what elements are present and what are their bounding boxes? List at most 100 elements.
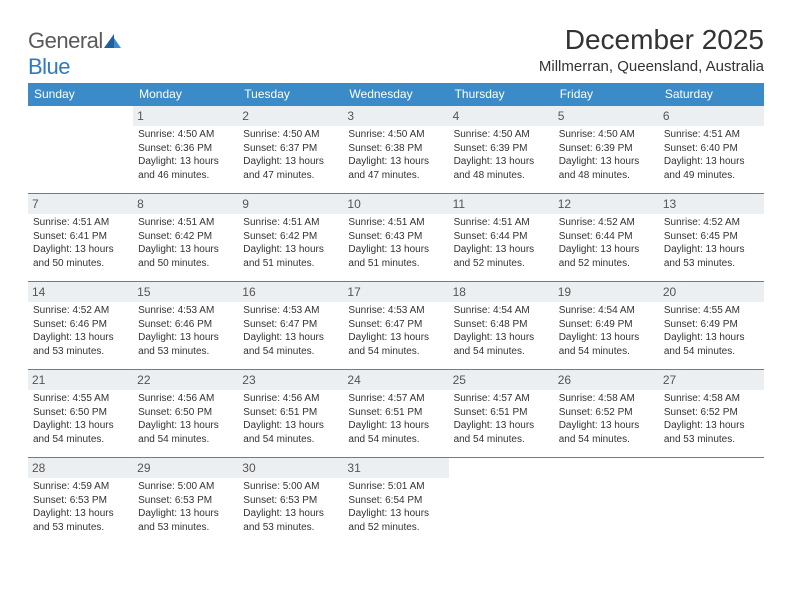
day-number: 29: [133, 458, 238, 478]
day-details: Sunrise: 4:58 AMSunset: 6:52 PMDaylight:…: [663, 392, 760, 446]
sunrise-text: Sunrise: 4:58 AM: [559, 392, 654, 406]
sunset-text: Sunset: 6:42 PM: [138, 230, 233, 244]
sunrise-text: Sunrise: 4:51 AM: [454, 216, 549, 230]
sunrise-text: Sunrise: 4:50 AM: [348, 128, 443, 142]
sunset-text: Sunset: 6:46 PM: [33, 318, 128, 332]
day-details: Sunrise: 4:51 AMSunset: 6:44 PMDaylight:…: [453, 216, 550, 270]
day-cell: 27Sunrise: 4:58 AMSunset: 6:52 PMDayligh…: [659, 370, 764, 458]
day-cell: 29Sunrise: 5:00 AMSunset: 6:53 PMDayligh…: [133, 458, 238, 546]
sunset-text: Sunset: 6:45 PM: [664, 230, 759, 244]
daylight-text: Daylight: 13 hours and 53 minutes.: [664, 419, 759, 446]
day-cell: [28, 106, 133, 194]
day-details: Sunrise: 4:56 AMSunset: 6:50 PMDaylight:…: [137, 392, 234, 446]
day-cell: 24Sunrise: 4:57 AMSunset: 6:51 PMDayligh…: [343, 370, 448, 458]
daylight-text: Daylight: 13 hours and 47 minutes.: [348, 155, 443, 182]
calendar-page: General Blue December 2025 Millmerran, Q…: [0, 0, 792, 566]
day-number: 4: [449, 106, 554, 126]
sunrise-text: Sunrise: 4:51 AM: [348, 216, 443, 230]
sunset-text: Sunset: 6:51 PM: [348, 406, 443, 420]
sunrise-text: Sunrise: 4:57 AM: [454, 392, 549, 406]
day-number: 28: [28, 458, 133, 478]
daylight-text: Daylight: 13 hours and 53 minutes.: [664, 243, 759, 270]
day-header: Saturday: [659, 83, 764, 106]
title-block: December 2025 Millmerran, Queensland, Au…: [539, 24, 764, 81]
sunset-text: Sunset: 6:38 PM: [348, 142, 443, 156]
sunrise-text: Sunrise: 5:00 AM: [138, 480, 233, 494]
sunset-text: Sunset: 6:49 PM: [664, 318, 759, 332]
day-number: 6: [659, 106, 764, 126]
day-number: 13: [659, 194, 764, 214]
sunset-text: Sunset: 6:52 PM: [664, 406, 759, 420]
daylight-text: Daylight: 13 hours and 54 minutes.: [138, 419, 233, 446]
day-details: Sunrise: 5:00 AMSunset: 6:53 PMDaylight:…: [137, 480, 234, 534]
day-cell: 28Sunrise: 4:59 AMSunset: 6:53 PMDayligh…: [28, 458, 133, 546]
sunset-text: Sunset: 6:53 PM: [33, 494, 128, 508]
day-number: 25: [449, 370, 554, 390]
day-number: 27: [659, 370, 764, 390]
sunset-text: Sunset: 6:46 PM: [138, 318, 233, 332]
week-row: 21Sunrise: 4:55 AMSunset: 6:50 PMDayligh…: [28, 370, 764, 458]
day-cell: 7Sunrise: 4:51 AMSunset: 6:41 PMDaylight…: [28, 194, 133, 282]
logo: General Blue: [28, 24, 122, 80]
sunset-text: Sunset: 6:49 PM: [559, 318, 654, 332]
sunset-text: Sunset: 6:50 PM: [138, 406, 233, 420]
day-number: 7: [28, 194, 133, 214]
day-number: 19: [554, 282, 659, 302]
day-cell: 1Sunrise: 4:50 AMSunset: 6:36 PMDaylight…: [133, 106, 238, 194]
day-details: Sunrise: 4:54 AMSunset: 6:48 PMDaylight:…: [453, 304, 550, 358]
day-cell: 4Sunrise: 4:50 AMSunset: 6:39 PMDaylight…: [449, 106, 554, 194]
day-details: Sunrise: 4:51 AMSunset: 6:40 PMDaylight:…: [663, 128, 760, 182]
daylight-text: Daylight: 13 hours and 50 minutes.: [138, 243, 233, 270]
daylight-text: Daylight: 13 hours and 54 minutes.: [348, 331, 443, 358]
sunrise-text: Sunrise: 4:54 AM: [559, 304, 654, 318]
sunset-text: Sunset: 6:39 PM: [454, 142, 549, 156]
week-row: 28Sunrise: 4:59 AMSunset: 6:53 PMDayligh…: [28, 458, 764, 546]
sunrise-text: Sunrise: 4:58 AM: [664, 392, 759, 406]
sunset-text: Sunset: 6:47 PM: [348, 318, 443, 332]
sunrise-text: Sunrise: 4:51 AM: [33, 216, 128, 230]
day-details: Sunrise: 4:57 AMSunset: 6:51 PMDaylight:…: [453, 392, 550, 446]
day-details: Sunrise: 4:55 AMSunset: 6:50 PMDaylight:…: [32, 392, 129, 446]
day-details: Sunrise: 4:52 AMSunset: 6:45 PMDaylight:…: [663, 216, 760, 270]
day-number: 12: [554, 194, 659, 214]
day-details: Sunrise: 4:52 AMSunset: 6:44 PMDaylight:…: [558, 216, 655, 270]
day-cell: 10Sunrise: 4:51 AMSunset: 6:43 PMDayligh…: [343, 194, 448, 282]
sunrise-text: Sunrise: 4:56 AM: [138, 392, 233, 406]
daylight-text: Daylight: 13 hours and 53 minutes.: [138, 507, 233, 534]
sunrise-text: Sunrise: 4:53 AM: [348, 304, 443, 318]
header: General Blue December 2025 Millmerran, Q…: [28, 24, 764, 81]
daylight-text: Daylight: 13 hours and 49 minutes.: [664, 155, 759, 182]
sunset-text: Sunset: 6:53 PM: [138, 494, 233, 508]
logo-text: General Blue: [28, 28, 122, 80]
day-cell: 18Sunrise: 4:54 AMSunset: 6:48 PMDayligh…: [449, 282, 554, 370]
day-cell: 30Sunrise: 5:00 AMSunset: 6:53 PMDayligh…: [238, 458, 343, 546]
daylight-text: Daylight: 13 hours and 52 minutes.: [454, 243, 549, 270]
daylight-text: Daylight: 13 hours and 51 minutes.: [243, 243, 338, 270]
logo-sail-icon: [104, 34, 122, 53]
sunrise-text: Sunrise: 4:57 AM: [348, 392, 443, 406]
day-details: Sunrise: 5:00 AMSunset: 6:53 PMDaylight:…: [242, 480, 339, 534]
sunset-text: Sunset: 6:44 PM: [454, 230, 549, 244]
day-cell: 23Sunrise: 4:56 AMSunset: 6:51 PMDayligh…: [238, 370, 343, 458]
day-details: Sunrise: 4:50 AMSunset: 6:36 PMDaylight:…: [137, 128, 234, 182]
day-number: 3: [343, 106, 448, 126]
day-details: Sunrise: 4:59 AMSunset: 6:53 PMDaylight:…: [32, 480, 129, 534]
sunset-text: Sunset: 6:53 PM: [243, 494, 338, 508]
daylight-text: Daylight: 13 hours and 54 minutes.: [454, 331, 549, 358]
sunrise-text: Sunrise: 4:50 AM: [243, 128, 338, 142]
sunset-text: Sunset: 6:52 PM: [559, 406, 654, 420]
daylight-text: Daylight: 13 hours and 54 minutes.: [559, 331, 654, 358]
sunset-text: Sunset: 6:43 PM: [348, 230, 443, 244]
sunset-text: Sunset: 6:47 PM: [243, 318, 338, 332]
day-cell: 2Sunrise: 4:50 AMSunset: 6:37 PMDaylight…: [238, 106, 343, 194]
daylight-text: Daylight: 13 hours and 54 minutes.: [559, 419, 654, 446]
daylight-text: Daylight: 13 hours and 50 minutes.: [33, 243, 128, 270]
day-details: Sunrise: 4:50 AMSunset: 6:37 PMDaylight:…: [242, 128, 339, 182]
day-number: 15: [133, 282, 238, 302]
day-number: 24: [343, 370, 448, 390]
day-details: Sunrise: 4:57 AMSunset: 6:51 PMDaylight:…: [347, 392, 444, 446]
daylight-text: Daylight: 13 hours and 53 minutes.: [33, 331, 128, 358]
calendar-table: Sunday Monday Tuesday Wednesday Thursday…: [28, 83, 764, 546]
day-header: Tuesday: [238, 83, 343, 106]
day-cell: 20Sunrise: 4:55 AMSunset: 6:49 PMDayligh…: [659, 282, 764, 370]
